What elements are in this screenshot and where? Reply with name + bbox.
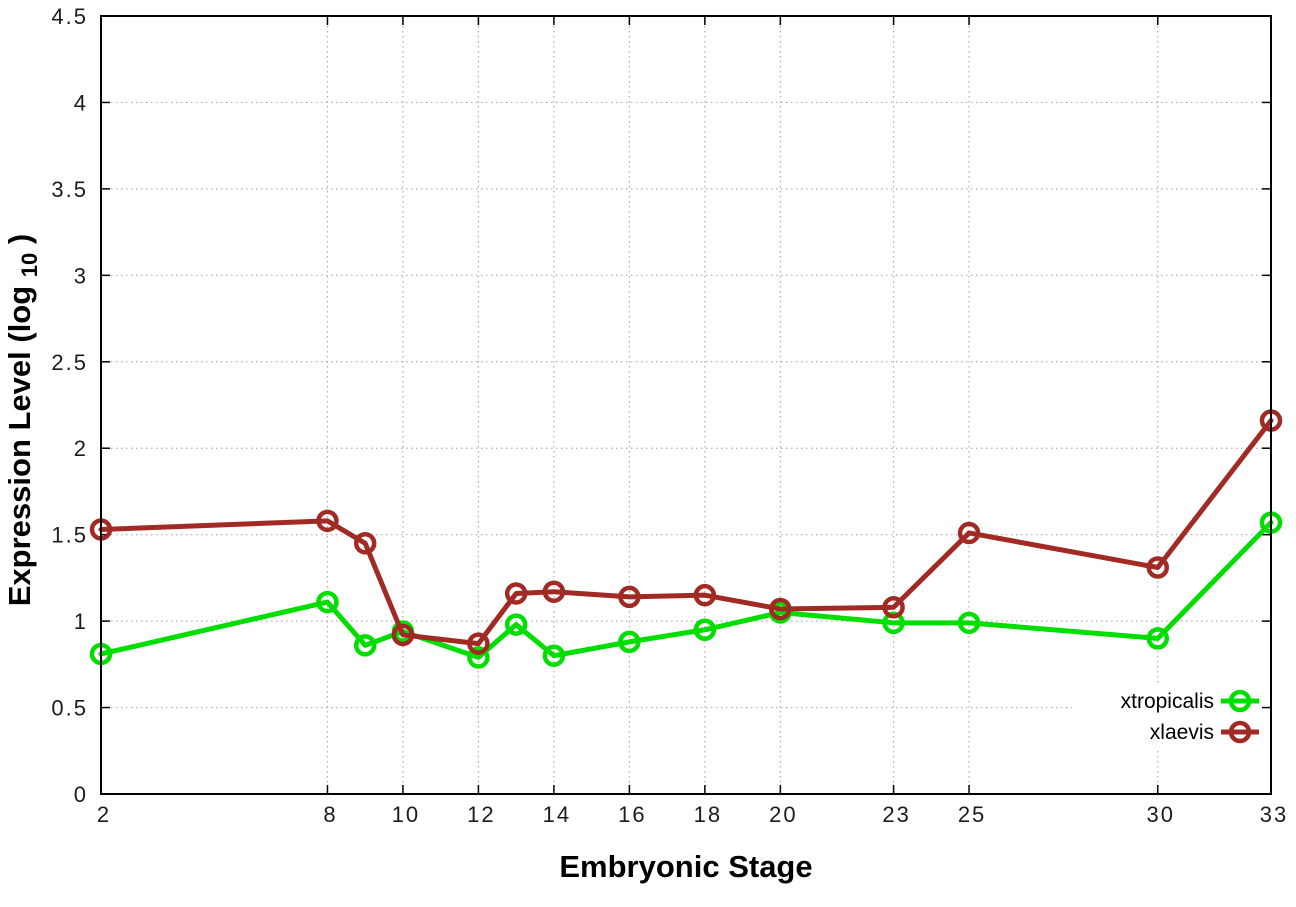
plot-border [100,15,1272,795]
data-point-xtropicalis [353,634,377,657]
data-point-xtropicalis [504,613,528,636]
legend-label-xlaevis: xlaevis [1150,721,1214,744]
y-tick-label: 2.5 [51,350,88,375]
y-tick-label: 4.5 [51,4,88,29]
y-tick-label: 0.5 [51,696,88,721]
legend: xtropicalis xlaevis [1072,684,1262,748]
y-tick-labels: 0 0.5 1 1.5 2 2.5 3 3.5 4 4.5 [51,4,88,807]
data-point-xtropicalis [693,618,717,642]
x-tick-label: 12 [467,802,495,827]
data-point-xlaevis [957,521,981,545]
data-point-xlaevis [882,596,905,619]
legend-sample-marker-xtropicalis [1228,689,1252,713]
x-tick-label: 18 [694,802,722,827]
x-tick-label: 30 [1147,802,1175,827]
y-axis-title: Expression Level (log 10 ) [2,234,44,607]
data-point-xtropicalis [957,611,981,635]
x-tick-label: 8 [323,802,337,827]
y-axis-title-subscript: 10 [17,253,42,277]
y-tick-label: 3 [74,263,88,288]
gridlines [101,16,1271,794]
x-tick-label: 14 [543,802,571,827]
x-tick-label: 16 [618,802,646,827]
x-axis-title: Embryonic Stage [559,849,812,884]
data-point-xlaevis [693,583,717,607]
y-tick-label: 3.5 [51,177,88,202]
x-tick-labels: 2 8 10 12 14 16 18 20 23 25 30 33 [97,802,1288,827]
x-tick-label: 10 [392,802,420,827]
axis-ticks [101,16,1271,794]
x-tick-label: 20 [769,802,797,827]
data-point-xlaevis [467,632,490,655]
data-point-xlaevis [391,623,415,647]
data-point-xtropicalis [1146,627,1170,650]
data-point-xtropicalis [882,611,905,635]
y-tick-label: 2 [74,436,88,461]
data-point-xtropicalis [316,590,339,614]
y-tick-label: 1.5 [51,523,88,548]
legend-sample-marker-xlaevis [1228,720,1252,744]
data-point-xtropicalis [467,646,490,669]
data-point-xlaevis [542,580,566,603]
data-point-xlaevis [504,582,528,605]
series-line-xlaevis [98,418,1274,647]
data-point-xlaevis [618,585,641,609]
data-series [89,409,1283,669]
y-axis-title-main: Expression Level (log [2,286,37,606]
x-tick-label: 2 [97,802,111,827]
y-tick-label: 0 [74,782,88,807]
data-point-xlaevis [353,532,377,555]
legend-label-xtropicalis: xtropicalis [1121,690,1214,713]
x-tick-label: 23 [882,802,910,827]
y-tick-label: 4 [74,90,88,115]
x-tick-label: 25 [958,802,986,827]
data-point-xtropicalis [542,644,566,667]
series-line-xtropicalis [98,520,1274,660]
data-point-xlaevis [1146,556,1170,579]
x-tick-label: 33 [1260,802,1288,827]
data-point-xlaevis [316,509,339,533]
y-tick-label: 1 [74,609,88,634]
data-point-xtropicalis [618,630,641,654]
data-point-xlaevis [769,597,792,621]
y-axis-title-close: ) [2,234,37,244]
